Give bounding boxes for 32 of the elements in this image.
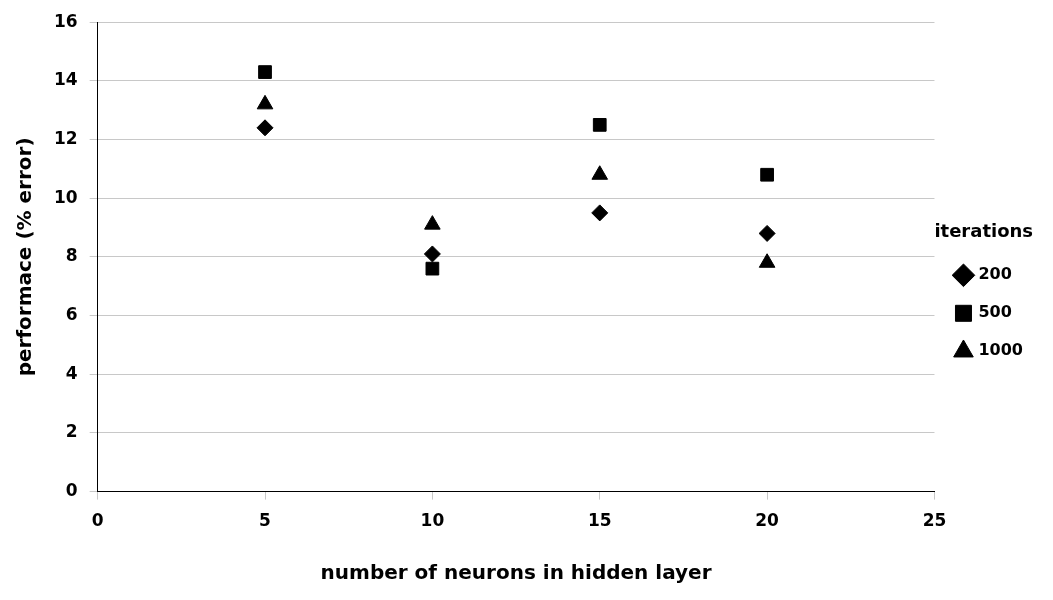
legend-label: 500 — [978, 302, 1012, 322]
y-tick-label: 2 — [65, 421, 78, 442]
point — [423, 245, 441, 263]
y-tick-label: 6 — [65, 304, 78, 324]
y-tick-label: 8 — [65, 245, 78, 266]
legend-label: 1000 — [978, 340, 1023, 360]
point — [258, 65, 272, 79]
legend-label: 200 — [978, 264, 1012, 284]
point — [591, 165, 609, 180]
legend-title: iterations — [934, 220, 1034, 242]
x-tick-label: 0 — [91, 510, 104, 531]
point — [591, 204, 609, 222]
x-tick-label: 5 — [259, 510, 271, 531]
y-tick-label: 14 — [53, 69, 78, 90]
x-axis-title: number of neurons in hidden layer — [320, 560, 712, 585]
y-tick-label: 0 — [65, 480, 78, 501]
point — [760, 167, 774, 182]
point — [424, 215, 441, 230]
x-tick-label: 25 — [922, 510, 947, 531]
x-tick-label: 15 — [587, 510, 612, 531]
y-axis-title: performace (% error) — [12, 137, 37, 377]
point — [256, 119, 274, 137]
point — [758, 224, 776, 242]
point — [592, 118, 607, 132]
x-tick-label: 20 — [755, 510, 780, 531]
point — [758, 253, 776, 268]
y-tick-label: 16 — [53, 10, 78, 31]
y-tick-label: 10 — [53, 186, 78, 207]
point — [425, 261, 440, 276]
y-tick-label: 4 — [65, 362, 78, 383]
y-tick-label: 12 — [53, 127, 78, 148]
x-tick-label: 10 — [420, 510, 445, 531]
